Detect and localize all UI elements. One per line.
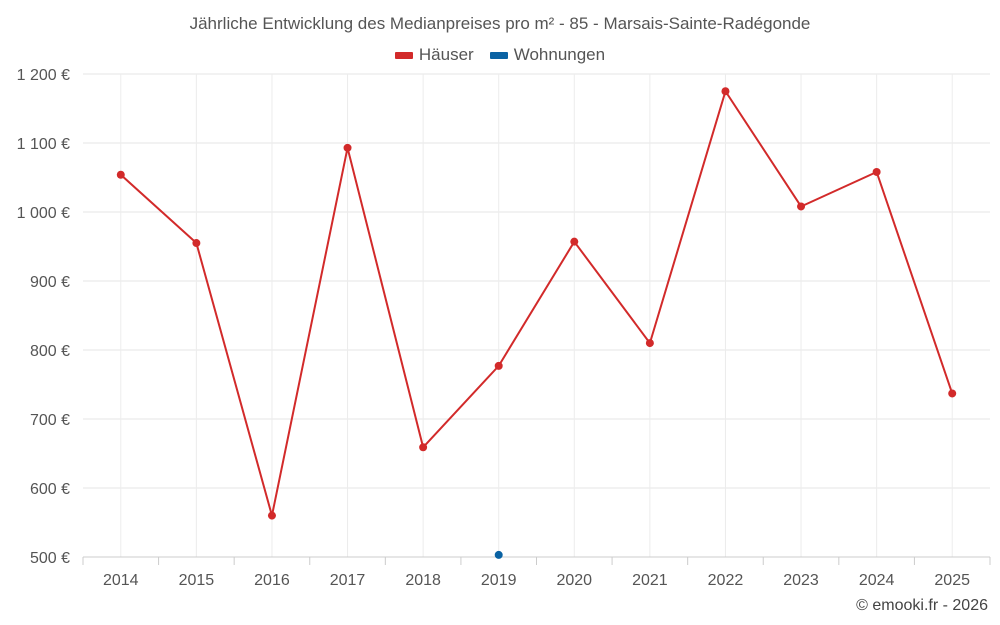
data-point-houses xyxy=(267,511,276,520)
x-tick-label: 2022 xyxy=(708,572,744,589)
y-tick-label: 600 € xyxy=(30,481,70,498)
x-tick-label: 2021 xyxy=(632,572,668,589)
data-point-houses xyxy=(872,167,881,176)
x-tick-label: 2025 xyxy=(934,572,970,589)
legend-label-houses: Häuser xyxy=(418,45,474,64)
credit-text: © emooki.fr - 2026 xyxy=(856,597,988,614)
data-point-houses xyxy=(570,237,579,246)
legend-item-apartments[interactable]: Wohnungen xyxy=(489,45,606,65)
x-tick-label: 2023 xyxy=(783,572,819,589)
data-point-houses xyxy=(116,170,125,179)
data-point-houses xyxy=(948,389,957,398)
data-point-houses xyxy=(797,202,806,211)
y-tick-label: 1 000 € xyxy=(17,205,70,222)
legend-label-apartments: Wohnungen xyxy=(513,45,606,64)
x-tick-label: 2017 xyxy=(330,572,366,589)
x-tick-label: 2014 xyxy=(103,572,139,589)
y-tick-label: 800 € xyxy=(30,343,70,360)
legend-swatch-apartments xyxy=(489,51,508,59)
legend-swatch-houses xyxy=(394,51,413,59)
x-tick-label: 2020 xyxy=(556,572,592,589)
y-tick-label: 700 € xyxy=(30,412,70,429)
x-tick-label: 2015 xyxy=(179,572,215,589)
legend: Häuser Wohnungen xyxy=(0,45,1000,65)
legend-item-houses[interactable]: Häuser xyxy=(394,45,474,65)
y-tick-label: 1 100 € xyxy=(17,136,70,153)
x-tick-label: 2018 xyxy=(405,572,441,589)
data-point-houses xyxy=(645,339,654,348)
data-point-houses xyxy=(721,87,730,96)
x-tick-label: 2019 xyxy=(481,572,517,589)
y-tick-label: 1 200 € xyxy=(17,67,70,84)
data-point-houses xyxy=(419,443,428,452)
y-tick-label: 500 € xyxy=(30,550,70,567)
data-point-houses xyxy=(192,239,201,248)
data-point-apartments xyxy=(494,550,503,559)
data-point-houses xyxy=(494,361,503,370)
series-line-houses xyxy=(120,90,954,517)
x-tick-label: 2024 xyxy=(859,572,895,589)
x-tick-label: 2016 xyxy=(254,572,290,589)
chart-title: Jährliche Entwicklung des Medianpreises … xyxy=(189,14,811,33)
y-tick-label: 900 € xyxy=(30,274,70,291)
data-point-houses xyxy=(343,143,352,152)
